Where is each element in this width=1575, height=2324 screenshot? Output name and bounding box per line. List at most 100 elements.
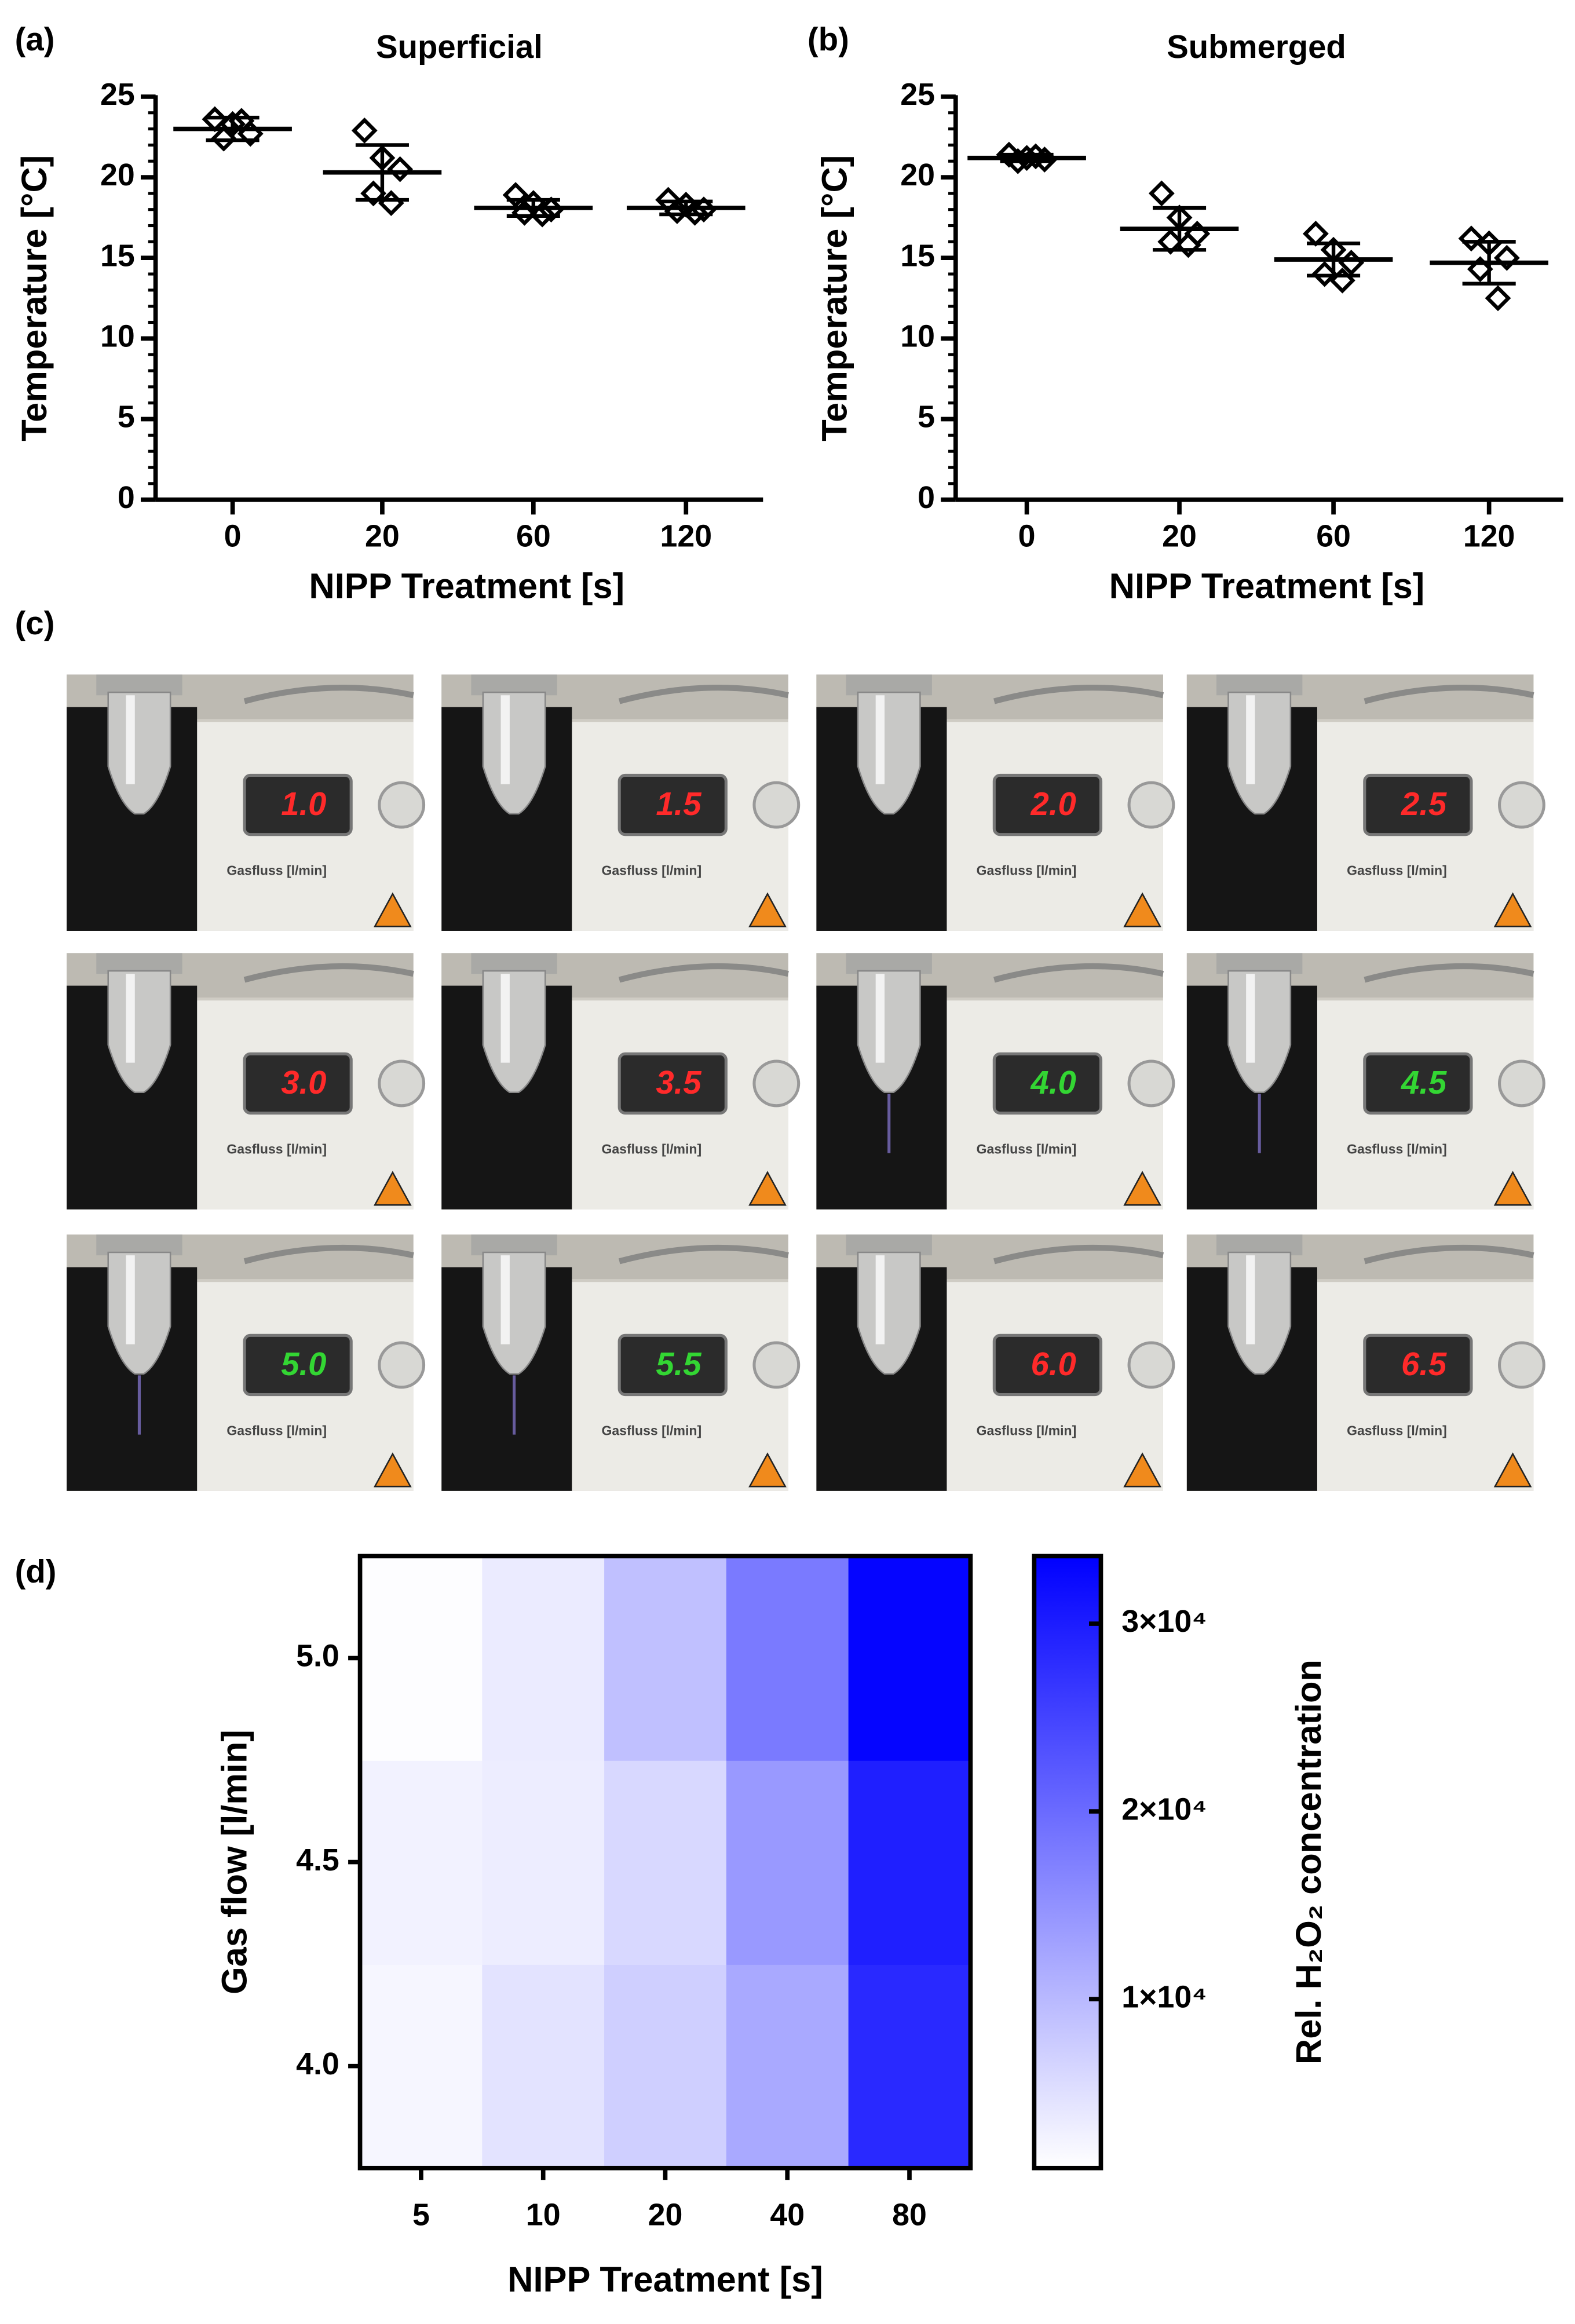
colorbar-label: Rel. H₂O₂ concentration xyxy=(1289,1660,1329,2064)
chart-title: Submerged xyxy=(1167,28,1346,65)
panel-label: (b) xyxy=(807,21,849,57)
heatmap-cell xyxy=(360,1760,483,1965)
cable xyxy=(993,685,1164,704)
nozzle xyxy=(1227,970,1292,1094)
knob xyxy=(378,1059,426,1108)
heatmap-cell xyxy=(726,1760,849,1965)
colorbar-tick-label: 2×10⁴ xyxy=(1121,1792,1207,1826)
display-label: Gasfluss [l/min] xyxy=(977,1423,1077,1438)
y-tick-label: 5 xyxy=(118,400,135,434)
x-tick-label: 20 xyxy=(365,518,400,553)
warning-sign xyxy=(748,1171,787,1206)
cable xyxy=(618,963,789,983)
heatmap-cell xyxy=(848,1760,971,1965)
heatmap-cell xyxy=(482,1760,605,1965)
warning-sign xyxy=(373,1452,412,1488)
x-axis-label: NIPP Treatment [s] xyxy=(1109,566,1425,606)
display-reading: 4.5 xyxy=(1401,1064,1447,1101)
photo: 6.5 Gasfluss [l/min] xyxy=(1186,1234,1545,1491)
display xyxy=(1363,1333,1473,1397)
display-label: Gasfluss [l/min] xyxy=(601,863,701,878)
cable xyxy=(993,963,1164,983)
y-axis-label: Gas flow [l/min] xyxy=(214,1730,254,1994)
data-point xyxy=(1458,225,1485,252)
warning-sign xyxy=(1493,892,1532,927)
knob xyxy=(378,1341,426,1389)
display-label: Gasfluss [l/min] xyxy=(977,1142,1077,1157)
display xyxy=(992,1333,1103,1397)
colorbar xyxy=(1032,1554,1103,2170)
display-label: Gasfluss [l/min] xyxy=(977,863,1077,878)
data-point xyxy=(1493,244,1520,271)
knob xyxy=(1127,1341,1175,1389)
photo: 5.0 Gasfluss [l/min] xyxy=(67,1234,426,1491)
panel-label: (c) xyxy=(15,605,55,641)
x-tick-label: 20 xyxy=(1162,518,1197,553)
display-label: Gasfluss [l/min] xyxy=(226,1142,327,1157)
y-axis-label: Temperature [°C] xyxy=(814,155,854,441)
heatmap-cell xyxy=(604,1760,728,1965)
nozzle-shine xyxy=(1246,1255,1255,1344)
nozzle-shine xyxy=(875,1255,885,1344)
data-point xyxy=(1467,256,1493,283)
knob xyxy=(1127,781,1175,829)
nozzle xyxy=(482,691,546,815)
y-tick-label: 5.0 xyxy=(296,1639,339,1673)
display-reading: 3.5 xyxy=(656,1064,701,1101)
photo: 3.0 Gasfluss [l/min] xyxy=(67,953,426,1209)
display-reading: 5.0 xyxy=(281,1346,326,1382)
x-tick-label: 80 xyxy=(892,2197,927,2232)
cable xyxy=(243,963,414,983)
cable xyxy=(243,685,414,704)
nozzle xyxy=(107,691,171,815)
photo: 1.5 Gasfluss [l/min] xyxy=(441,674,801,931)
data-point xyxy=(1302,221,1329,247)
photo: 2.5 Gasfluss [l/min] xyxy=(1186,674,1545,931)
display-reading: 3.0 xyxy=(281,1064,326,1101)
colorbar-tick-label: 1×10⁴ xyxy=(1121,1979,1207,2014)
x-tick-label: 60 xyxy=(1316,518,1351,553)
photo: 4.0 Gasfluss [l/min] xyxy=(816,953,1175,1209)
cable xyxy=(1364,1244,1534,1265)
knob xyxy=(1497,1059,1545,1108)
y-tick-label: 10 xyxy=(100,319,135,354)
data-point xyxy=(502,182,529,209)
y-tick-label: 5 xyxy=(918,400,935,434)
y-tick-label: 15 xyxy=(100,238,135,273)
heatmap-cell xyxy=(848,1556,971,1761)
display xyxy=(992,1052,1103,1115)
x-tick-label: 120 xyxy=(660,518,712,553)
data-point xyxy=(1175,232,1201,258)
data-point xyxy=(360,180,387,207)
display-label: Gasfluss [l/min] xyxy=(1347,1142,1447,1157)
knob xyxy=(752,1059,801,1108)
heatmap-cell xyxy=(482,1964,605,2169)
nozzle xyxy=(107,970,171,1094)
x-tick-label: 20 xyxy=(648,2197,683,2232)
y-tick-label: 20 xyxy=(900,158,935,192)
warning-sign xyxy=(1493,1171,1532,1206)
warning-sign xyxy=(1493,1452,1532,1488)
y-tick-label: 25 xyxy=(900,77,935,112)
heatmap-cell xyxy=(604,1556,728,1761)
nozzle-shine xyxy=(500,1255,510,1344)
x-tick-label: 0 xyxy=(1018,518,1036,553)
display xyxy=(617,1333,728,1397)
heatmap-cell xyxy=(482,1556,605,1761)
nozzle-shine xyxy=(875,695,885,784)
chart-title: Superficial xyxy=(376,28,543,65)
x-axis-label: NIPP Treatment [s] xyxy=(507,2260,823,2300)
display-reading: 6.5 xyxy=(1401,1346,1447,1382)
y-tick-label: 20 xyxy=(100,158,135,192)
cable xyxy=(1364,685,1534,704)
photo: 1.0 Gasfluss [l/min] xyxy=(67,674,426,931)
display xyxy=(617,773,728,836)
colorbar-tick-label: 3×10⁴ xyxy=(1121,1604,1207,1639)
display-label: Gasfluss [l/min] xyxy=(226,1423,327,1438)
heatmap-cell xyxy=(726,1556,849,1761)
y-tick-label: 0 xyxy=(918,480,935,515)
nozzle xyxy=(857,691,921,815)
warning-sign xyxy=(373,1171,412,1206)
data-point xyxy=(351,117,378,144)
